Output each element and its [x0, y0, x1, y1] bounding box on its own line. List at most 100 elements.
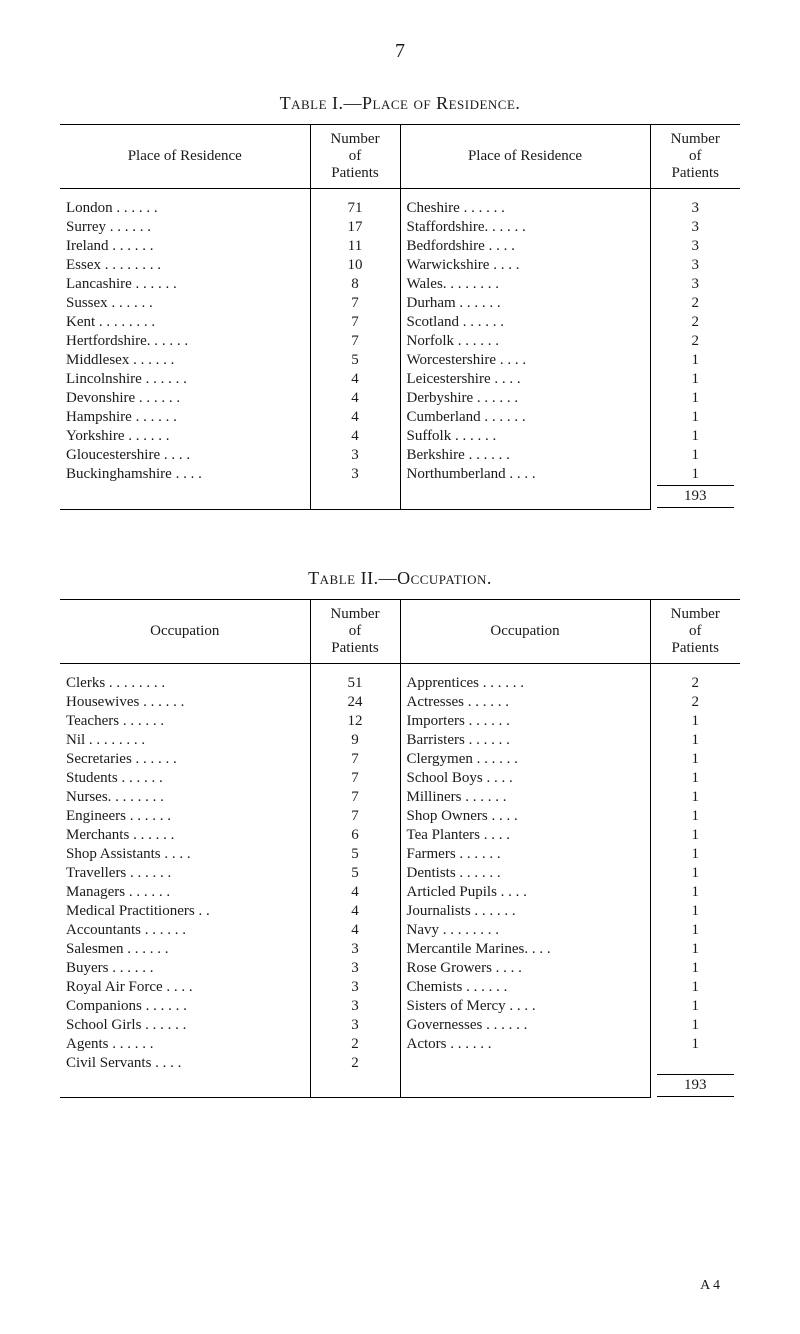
- row-label: Buckinghamshire . . . .: [60, 465, 310, 484]
- table-row: Civil Servants . . . .2: [60, 1054, 740, 1073]
- row-label: Nil . . . . . . . .: [60, 731, 310, 750]
- row-label: Mercantile Marines. . . .: [400, 940, 650, 959]
- row-label: Milliners . . . . . .: [400, 788, 650, 807]
- row-value: 4: [310, 370, 400, 389]
- row-value: 1: [650, 1035, 740, 1054]
- row-label: Teachers . . . . . .: [60, 712, 310, 731]
- table-row: Kent . . . . . . . .7Scotland . . . . . …: [60, 313, 740, 332]
- table-row: Gloucestershire . . . .3Berkshire . . . …: [60, 446, 740, 465]
- table-row: Royal Air Force . . . .3Chemists . . . .…: [60, 978, 740, 997]
- row-label: Importers . . . . . .: [400, 712, 650, 731]
- row-label: Actors . . . . . .: [400, 1035, 650, 1054]
- row-value: 1: [650, 883, 740, 902]
- row-label: Engineers . . . . . .: [60, 807, 310, 826]
- row-label: School Boys . . . .: [400, 769, 650, 788]
- row-value: 24: [310, 693, 400, 712]
- row-label: Northumberland . . . .: [400, 465, 650, 484]
- table-row: Nil . . . . . . . .9Barristers . . . . .…: [60, 731, 740, 750]
- table-row: Agents . . . . . .2Actors . . . . . .1: [60, 1035, 740, 1054]
- row-value: 3: [310, 959, 400, 978]
- row-label: Wales. . . . . . . .: [400, 275, 650, 294]
- row-label: Merchants . . . . . .: [60, 826, 310, 845]
- row-value: 1: [650, 446, 740, 465]
- row-label: Medical Practitioners . .: [60, 902, 310, 921]
- row-label: Surrey . . . . . .: [60, 218, 310, 237]
- row-value: 1: [650, 826, 740, 845]
- row-value: 1: [650, 427, 740, 446]
- row-value: 1: [650, 997, 740, 1016]
- row-label: Worcestershire . . . .: [400, 351, 650, 370]
- row-label: Chemists . . . . . .: [400, 978, 650, 997]
- row-value: 3: [310, 446, 400, 465]
- row-value: 3: [650, 275, 740, 294]
- row-label: Travellers . . . . . .: [60, 864, 310, 883]
- table2-col-occ-right: Occupation: [400, 599, 650, 663]
- row-value: 5: [310, 351, 400, 370]
- row-label: Cheshire . . . . . .: [400, 199, 650, 218]
- table-row: Clerks . . . . . . . .51Apprentices . . …: [60, 674, 740, 693]
- row-value: 1: [650, 408, 740, 427]
- table1-col-num-left: Number of Patients: [310, 125, 400, 189]
- row-label: Apprentices . . . . . .: [400, 674, 650, 693]
- table1: Place of Residence Number of Patients Pl…: [60, 124, 740, 510]
- row-value: 3: [310, 1016, 400, 1035]
- row-label: Tea Planters . . . .: [400, 826, 650, 845]
- table-row: Surrey . . . . . .17Staffordshire. . . .…: [60, 218, 740, 237]
- table2: Occupation Number of Patients Occupation…: [60, 599, 740, 1099]
- row-value: 7: [310, 332, 400, 351]
- row-value: 1: [650, 902, 740, 921]
- row-label: Durham . . . . . .: [400, 294, 650, 313]
- row-label: Buyers . . . . . .: [60, 959, 310, 978]
- row-value: 7: [310, 788, 400, 807]
- table-row: Engineers . . . . . .7Shop Owners . . . …: [60, 807, 740, 826]
- table1-col-num-right: Number of Patients: [650, 125, 740, 189]
- table-row: Accountants . . . . . .4Navy . . . . . .…: [60, 921, 740, 940]
- row-label: London . . . . . .: [60, 199, 310, 218]
- row-value: 4: [310, 883, 400, 902]
- row-label: Navy . . . . . . . .: [400, 921, 650, 940]
- row-value: 2: [650, 294, 740, 313]
- row-value: 1: [650, 978, 740, 997]
- row-label: Suffolk . . . . . .: [400, 427, 650, 446]
- table-total-row: 193: [60, 1073, 740, 1098]
- row-label: Shop Owners . . . .: [400, 807, 650, 826]
- row-value: 7: [310, 294, 400, 313]
- row-label: Actresses . . . . . .: [400, 693, 650, 712]
- table-row: Teachers . . . . . .12Importers . . . . …: [60, 712, 740, 731]
- row-value: 1: [650, 921, 740, 940]
- row-value: 4: [310, 408, 400, 427]
- table-row: Companions . . . . . .3Sisters of Mercy …: [60, 997, 740, 1016]
- row-label: Barristers . . . . . .: [400, 731, 650, 750]
- row-value: 1: [650, 731, 740, 750]
- row-value: 1: [650, 807, 740, 826]
- row-value: [650, 1054, 740, 1073]
- row-label: Lincolnshire . . . . . .: [60, 370, 310, 389]
- row-value: 7: [310, 769, 400, 788]
- row-value: 51: [310, 674, 400, 693]
- table-total: 193: [657, 1074, 735, 1097]
- table2-title: Table II.—Occupation.: [60, 568, 740, 589]
- row-value: 71: [310, 199, 400, 218]
- row-value: 1: [650, 351, 740, 370]
- row-value: 7: [310, 807, 400, 826]
- row-value: 3: [650, 199, 740, 218]
- table-row: Buyers . . . . . .3Rose Growers . . . .1: [60, 959, 740, 978]
- row-value: 9: [310, 731, 400, 750]
- row-label: Shop Assistants . . . .: [60, 845, 310, 864]
- row-value: 7: [310, 313, 400, 332]
- row-label: Governesses . . . . . .: [400, 1016, 650, 1035]
- row-label: Companions . . . . . .: [60, 997, 310, 1016]
- row-label: Hampshire . . . . . .: [60, 408, 310, 427]
- table-row: School Girls . . . . . .3Governesses . .…: [60, 1016, 740, 1035]
- row-value: 1: [650, 940, 740, 959]
- row-label: Gloucestershire . . . .: [60, 446, 310, 465]
- table2-col-occ-left: Occupation: [60, 599, 310, 663]
- row-value: 10: [310, 256, 400, 275]
- row-label: Scotland . . . . . .: [400, 313, 650, 332]
- table-row: London . . . . . .71Cheshire . . . . . .…: [60, 199, 740, 218]
- table-row: Shop Assistants . . . .5Farmers . . . . …: [60, 845, 740, 864]
- row-value: 4: [310, 921, 400, 940]
- row-value: 3: [310, 940, 400, 959]
- table-row: Middlesex . . . . . .5Worcestershire . .…: [60, 351, 740, 370]
- row-value: 17: [310, 218, 400, 237]
